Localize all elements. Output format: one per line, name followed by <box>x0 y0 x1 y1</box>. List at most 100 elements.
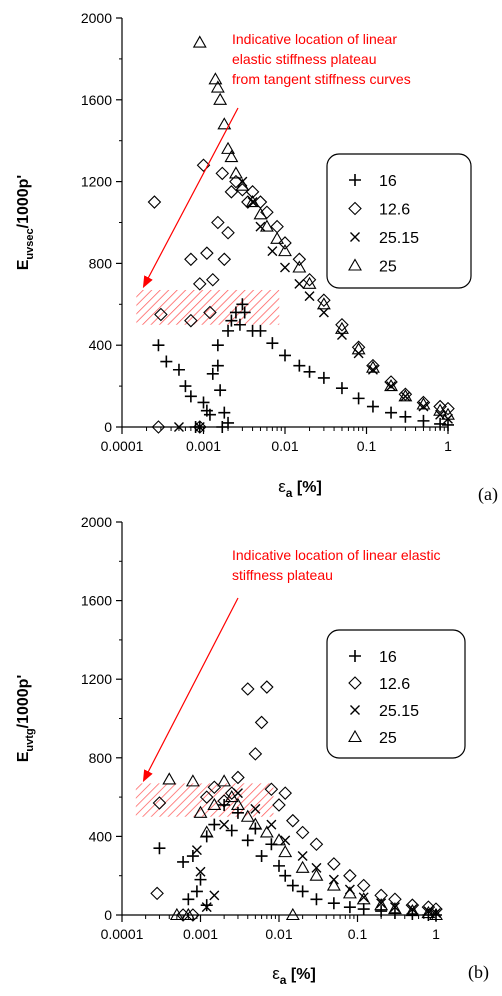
data-point <box>190 885 203 898</box>
annotation-text: Indicative location of linear elastic <box>232 547 441 563</box>
data-point <box>214 384 227 397</box>
data-point <box>279 869 292 882</box>
series-16 <box>153 798 442 921</box>
data-point <box>335 317 349 332</box>
data-point <box>184 313 198 328</box>
x-axis-label: εa [%] <box>278 477 322 500</box>
data-point <box>343 901 356 914</box>
data-point <box>356 878 371 893</box>
data-point <box>343 868 357 883</box>
data-point <box>192 420 207 434</box>
data-point <box>194 873 207 886</box>
data-point <box>241 195 255 209</box>
data-point <box>185 774 200 787</box>
panel-label: (a) <box>478 484 498 505</box>
data-point <box>295 825 310 840</box>
legend-label: 12.6 <box>379 202 410 219</box>
data-point <box>374 888 388 903</box>
x-tick-label: 0.0001 <box>101 438 144 454</box>
data-point <box>352 392 365 405</box>
data-point <box>295 860 310 873</box>
data-point <box>421 900 436 914</box>
data-point <box>152 796 167 810</box>
data-point <box>278 845 293 858</box>
data-point <box>231 797 245 811</box>
legend-label: 25 <box>379 259 397 276</box>
series-25.15 <box>173 176 453 432</box>
y-tick-label: 400 <box>89 828 113 844</box>
data-point <box>203 408 216 421</box>
data-point <box>279 349 291 362</box>
data-point <box>376 898 387 909</box>
data-point <box>416 397 431 410</box>
data-point <box>207 797 222 811</box>
legend-marker-cross <box>350 705 360 715</box>
annotation-text: stiffness plateau <box>232 567 333 583</box>
data-point <box>278 244 292 257</box>
data-point <box>186 850 199 863</box>
data-point <box>249 822 262 835</box>
data-point <box>254 324 267 337</box>
data-point <box>200 246 214 260</box>
data-point <box>385 406 398 419</box>
data-point <box>225 314 238 327</box>
data-point <box>399 410 412 423</box>
x-tick-label: 0.01 <box>271 438 298 454</box>
data-point <box>211 215 225 230</box>
data-point <box>160 355 173 368</box>
data-point <box>217 252 232 267</box>
data-point <box>172 363 185 376</box>
data-point <box>147 195 162 209</box>
y-tick-label: 2000 <box>81 10 112 26</box>
annotation-text: from tangent stiffness curves <box>232 71 411 87</box>
data-point <box>266 337 279 350</box>
y-tick-label: 1200 <box>81 671 112 687</box>
data-point <box>179 380 192 393</box>
legend-label: 25.15 <box>379 703 419 720</box>
data-point <box>433 403 448 416</box>
data-point <box>260 680 274 694</box>
plateau-band <box>135 783 274 817</box>
data-point <box>259 825 274 838</box>
data-point <box>316 297 331 310</box>
data-point <box>221 225 235 240</box>
data-point <box>286 879 299 892</box>
legend-marker-diamond <box>348 201 362 216</box>
data-point <box>238 306 251 319</box>
data-point <box>375 905 388 918</box>
y-tick-label: 1600 <box>81 92 112 108</box>
data-point <box>209 890 220 901</box>
data-point <box>442 418 454 431</box>
data-point <box>218 798 231 811</box>
data-point <box>245 194 260 208</box>
legend: 16 12.6 25.15 25 <box>326 153 472 289</box>
data-point <box>186 908 200 922</box>
data-point <box>181 907 196 921</box>
legend-marker-cross <box>350 232 360 242</box>
annotation-arrow <box>142 107 239 289</box>
data-point <box>280 835 291 846</box>
data-point <box>224 789 239 803</box>
data-point <box>241 834 254 847</box>
y-tick-label: 2000 <box>81 514 112 530</box>
series-25.15 <box>191 788 441 919</box>
data-point <box>400 391 411 402</box>
data-point <box>311 862 322 873</box>
data-point <box>247 197 258 208</box>
data-point <box>317 371 330 384</box>
data-point <box>357 903 370 916</box>
data-point <box>206 367 219 380</box>
data-point <box>228 166 243 179</box>
data-point <box>285 907 300 921</box>
data-point <box>259 219 274 232</box>
annotation-arrow <box>142 597 239 783</box>
data-point <box>231 770 245 785</box>
data-point <box>286 813 300 828</box>
data-point <box>200 899 213 912</box>
x-tick-label: 0.001 <box>186 438 221 454</box>
data-point <box>211 339 224 352</box>
data-point <box>215 166 230 181</box>
data-point <box>342 886 357 899</box>
data-point <box>208 72 223 85</box>
legend-marker-triangle <box>348 258 362 271</box>
